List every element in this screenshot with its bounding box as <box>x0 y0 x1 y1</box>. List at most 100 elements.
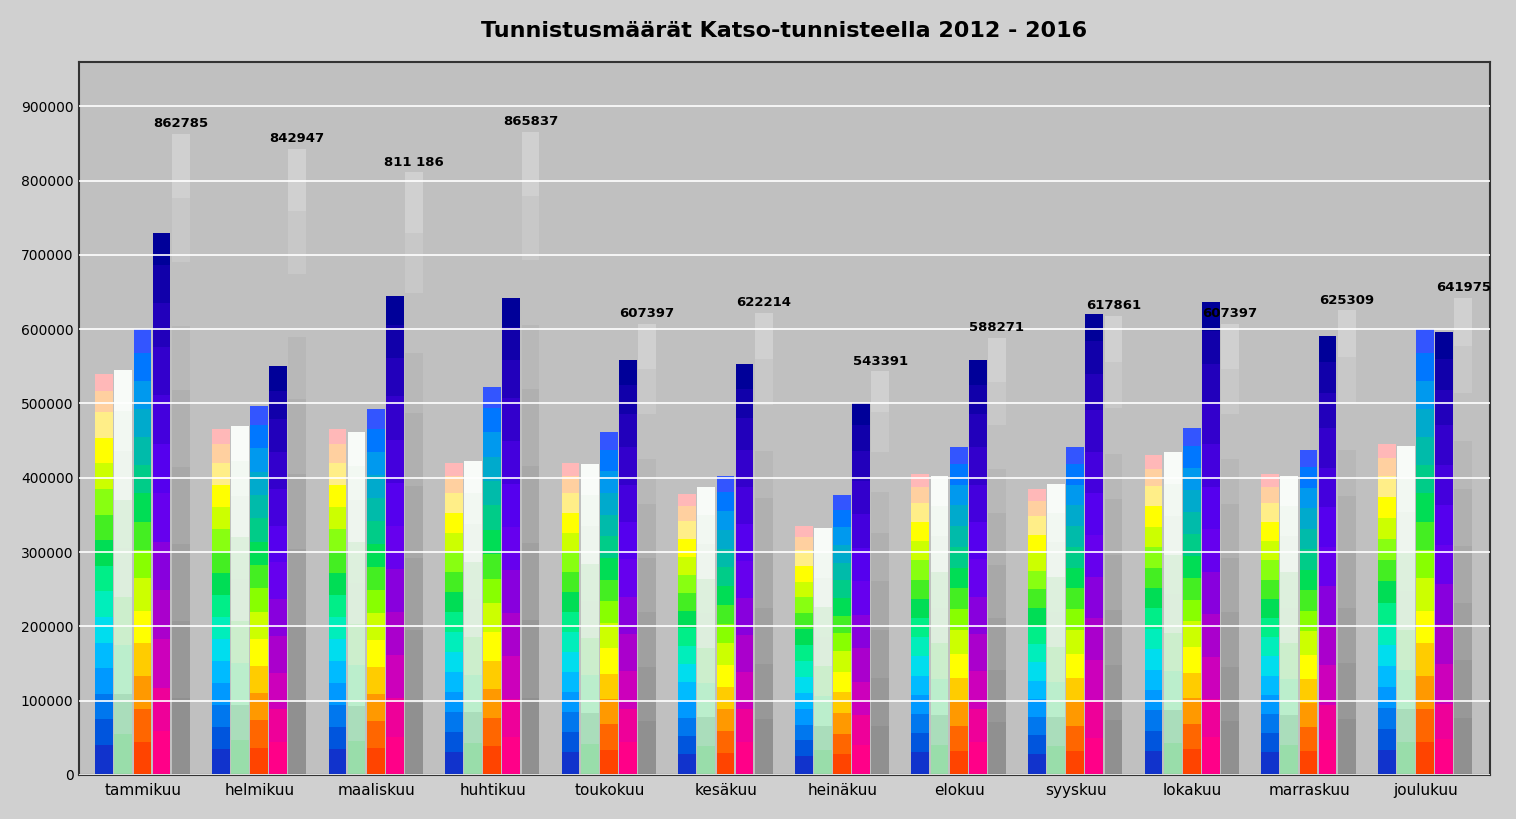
Bar <box>212 639 230 661</box>
Bar <box>949 446 967 464</box>
Bar <box>96 438 114 464</box>
Bar <box>387 612 403 655</box>
Bar <box>911 541 929 560</box>
Bar <box>562 672 579 692</box>
Bar <box>1028 735 1046 753</box>
Bar <box>1436 425 1452 465</box>
Bar <box>600 601 617 623</box>
Bar <box>387 526 403 569</box>
Bar <box>1028 590 1046 608</box>
Bar <box>794 661 813 676</box>
Bar <box>1048 681 1064 717</box>
Bar <box>852 451 870 481</box>
Bar <box>834 598 850 616</box>
Bar <box>1261 714 1280 733</box>
Bar <box>678 628 696 646</box>
Bar <box>212 529 230 550</box>
Bar <box>1378 497 1396 518</box>
Bar <box>1299 529 1317 550</box>
Bar <box>1436 465 1452 505</box>
Bar <box>562 493 579 513</box>
Bar <box>562 652 579 672</box>
Bar <box>697 648 716 682</box>
Bar <box>270 600 287 636</box>
Bar <box>794 550 813 566</box>
Bar <box>834 651 850 672</box>
Bar <box>794 613 813 629</box>
Bar <box>464 461 482 493</box>
Bar <box>600 450 617 472</box>
Bar <box>153 493 170 541</box>
Bar <box>329 727 346 749</box>
Bar <box>1028 516 1046 535</box>
Bar <box>464 524 482 562</box>
Bar <box>1085 659 1104 701</box>
Bar <box>1378 445 1396 459</box>
Bar <box>1416 465 1434 493</box>
Bar <box>969 522 987 559</box>
Bar <box>133 465 152 493</box>
Bar <box>464 713 482 744</box>
Bar <box>502 441 520 484</box>
Bar <box>367 567 385 590</box>
Bar <box>446 672 462 692</box>
Bar <box>1337 357 1355 403</box>
Bar <box>1396 446 1414 479</box>
Bar <box>1028 535 1046 553</box>
Bar <box>250 721 268 748</box>
Bar <box>288 149 306 211</box>
Bar <box>814 553 832 577</box>
Bar <box>872 371 890 412</box>
Bar <box>1066 751 1084 775</box>
Bar <box>678 575 696 593</box>
Bar <box>171 698 190 775</box>
Bar <box>1319 546 1337 586</box>
Bar <box>1416 550 1434 578</box>
Bar <box>484 505 502 530</box>
Bar <box>1281 536 1298 572</box>
Bar <box>911 753 929 775</box>
Bar <box>171 262 190 326</box>
Bar <box>814 750 832 775</box>
Bar <box>717 624 734 643</box>
Bar <box>1105 454 1122 500</box>
Bar <box>814 667 832 696</box>
Bar <box>153 346 170 396</box>
Bar <box>212 727 230 749</box>
Bar <box>133 329 152 353</box>
Bar <box>834 581 850 598</box>
Bar <box>464 675 482 713</box>
Bar <box>911 599 929 618</box>
Bar <box>600 699 617 724</box>
Bar <box>230 740 249 775</box>
Bar <box>562 476 579 493</box>
Bar <box>949 588 967 609</box>
Bar <box>1066 505 1084 526</box>
Bar <box>619 672 637 708</box>
Bar <box>367 590 385 613</box>
Bar <box>1378 581 1396 603</box>
Bar <box>581 713 599 744</box>
Bar <box>1454 717 1472 775</box>
Bar <box>872 678 890 726</box>
Bar <box>347 624 365 665</box>
Bar <box>911 695 929 714</box>
Bar <box>96 464 114 489</box>
Bar <box>1066 464 1084 485</box>
Bar <box>1299 590 1317 611</box>
Bar <box>1299 450 1317 468</box>
Bar <box>270 419 287 452</box>
Bar <box>367 721 385 748</box>
Bar <box>1281 679 1298 715</box>
Bar <box>367 613 385 640</box>
Bar <box>484 456 502 481</box>
Bar <box>96 719 114 745</box>
Bar <box>1281 477 1298 506</box>
Text: 641975: 641975 <box>1436 281 1490 294</box>
Bar <box>1164 710 1181 743</box>
Bar <box>1066 702 1084 726</box>
Bar <box>446 632 462 652</box>
Bar <box>581 527 599 563</box>
Bar <box>1378 708 1396 729</box>
Bar <box>931 715 949 745</box>
